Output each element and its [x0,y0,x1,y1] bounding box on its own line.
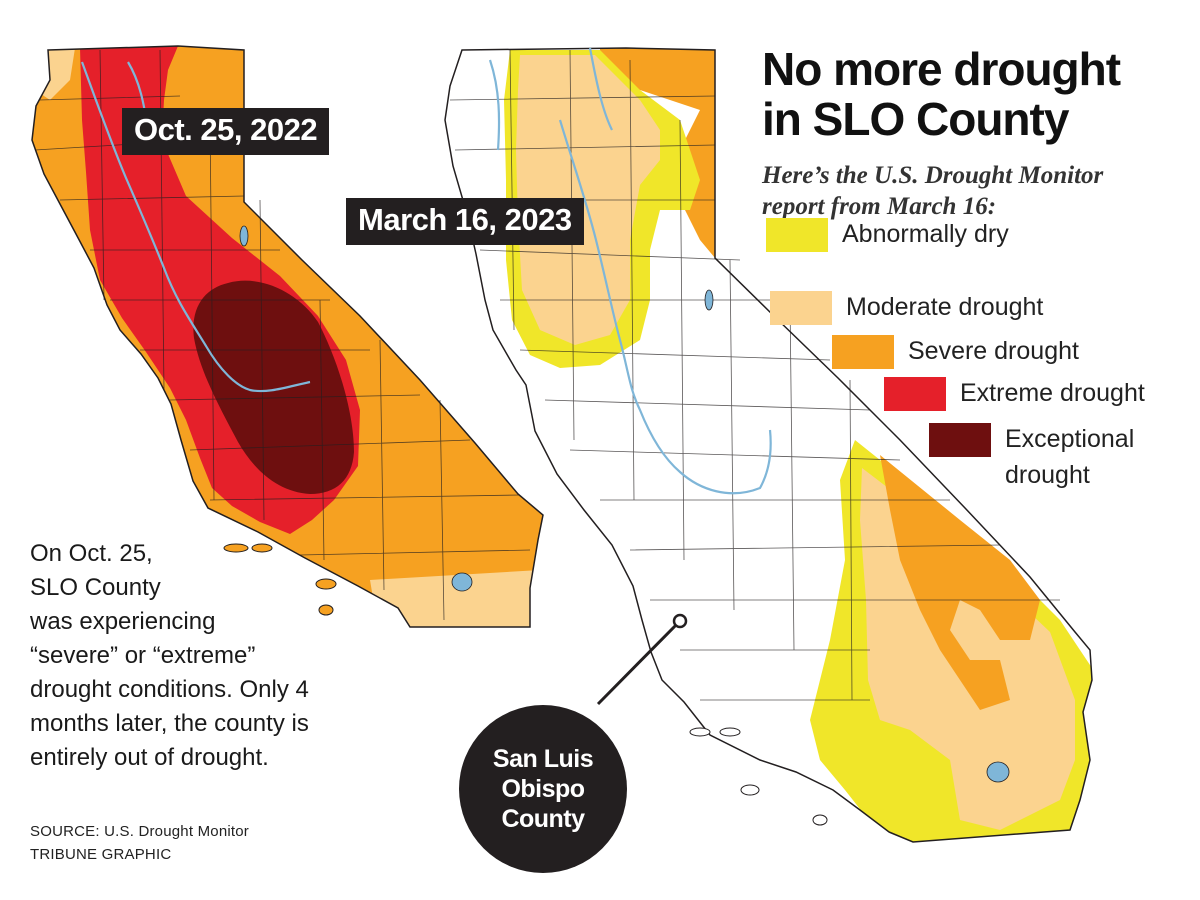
legend-label: Extreme drought [960,379,1145,407]
legend-swatch [766,218,828,252]
note-line: SLO County [30,574,161,601]
callout-line: San Luis [492,745,594,773]
subheadline-line-1: Here’s the U.S. Drought Monitor [762,162,1104,189]
slo-county-pointer [596,613,688,706]
note-line: months later, the county is [30,710,309,737]
legend-label: Moderate drought [846,293,1044,321]
source-line: SOURCE: U.S. Drought Monitor [30,823,249,840]
note-line: drought conditions. Only 4 [30,676,309,703]
county-lines [34,49,531,621]
severe-drought-area-south [880,455,1040,710]
islands [223,543,337,616]
headline: No more drought in SLO County [762,44,1192,144]
legend-label: Severe drought [908,337,1079,365]
state-outline [31,45,544,628]
note-line: “severe” or “extreme” [30,642,256,669]
subheadline-line-2: report from March 16: [762,193,997,220]
islands [689,727,828,826]
callout-line: County [501,805,585,833]
note-line: entirely out of drought. [30,744,269,771]
explanatory-note: On Oct. 25, SLO County was experiencing … [30,537,330,775]
source-credit: SOURCE: U.S. Drought Monitor TRIBUNE GRA… [30,820,249,866]
rivers [488,47,772,495]
legend-label-line-2: drought [1005,461,1090,489]
note-line: On Oct. 25, [30,540,153,567]
county-lines [449,49,1060,701]
date-label-oct-2022: Oct. 25, 2022 [122,108,330,155]
callout-line: Obispo [501,775,585,803]
headline-line-2: in SLO County [762,93,1069,145]
lakes [704,289,1010,783]
legend-label: Abnormally dry [842,220,1009,248]
lakes [239,225,473,592]
slo-county-callout: San Luis Obispo County [459,705,627,873]
state-outline [444,47,1093,843]
credit-line: TRIBUNE GRAPHIC [30,846,172,863]
date-label-mar-2023: March 16, 2023 [346,198,584,245]
headline-line-1: No more drought [762,43,1121,95]
exceptional-drought-area [193,280,354,494]
slo-county-marker [672,613,688,629]
subheadline: Here’s the U.S. Drought Monitor report f… [762,160,1198,222]
legend-label: Exceptional drought [1005,421,1134,493]
note-line: was experiencing [30,608,216,635]
legend-swatch [884,377,946,411]
legend-swatch [770,291,832,325]
moderate-drought-area-south [370,570,540,627]
legend-label-line-1: Exceptional [1005,425,1135,453]
legend-swatch [929,423,991,457]
legend-swatch [832,335,894,369]
